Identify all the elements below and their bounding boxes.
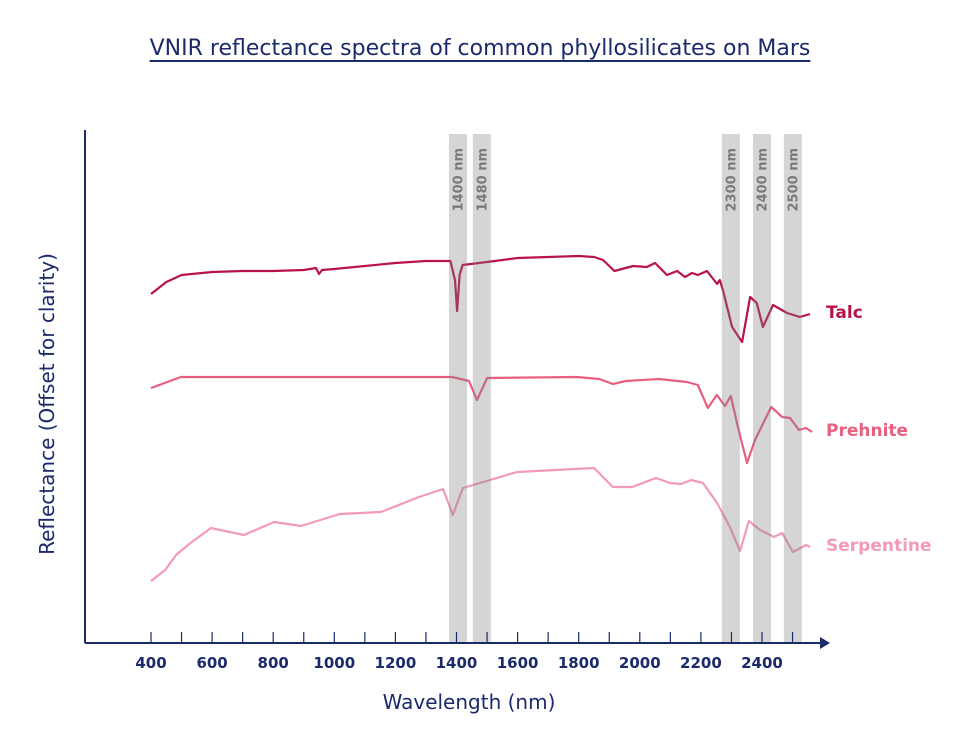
band-label: 2300 nm bbox=[724, 148, 739, 212]
absorption-bands: 1400 nm 1480 nm 2300 nm 2400 nm 2500 nm bbox=[449, 134, 802, 643]
x-tick-label: 400 bbox=[135, 654, 166, 672]
chart-title: VNIR reflectance spectra of common phyll… bbox=[149, 36, 811, 61]
band-label: 2500 nm bbox=[786, 148, 801, 212]
x-axis-label: Wavelength (nm) bbox=[383, 690, 556, 714]
x-tick-label: 1400 bbox=[436, 654, 478, 672]
absorption-band bbox=[449, 134, 468, 643]
absorption-band bbox=[721, 134, 740, 643]
x-tick-label: 600 bbox=[196, 654, 227, 672]
series-labels: Talc Prehnite Serpentine bbox=[826, 303, 932, 556]
band-label: 1480 nm bbox=[475, 148, 490, 212]
axes: 400 600 800 1000 1200 1400 1600 1800 2000 2200 240… bbox=[84, 130, 830, 672]
x-tick-label: 2000 bbox=[619, 654, 661, 672]
series-label-talc: Talc bbox=[826, 303, 863, 323]
x-axis-arrow-icon bbox=[820, 637, 830, 649]
band-label: 2400 nm bbox=[756, 148, 771, 212]
x-tick-label: 800 bbox=[258, 654, 289, 672]
y-axis-label: Reflectance (Offset for clarity) bbox=[35, 253, 59, 555]
x-tick-label: 1000 bbox=[313, 654, 355, 672]
x-tick-label: 1800 bbox=[558, 654, 600, 672]
x-tick-label: 1200 bbox=[375, 654, 417, 672]
absorption-band bbox=[783, 134, 802, 643]
series-label-prehnite: Prehnite bbox=[826, 421, 908, 441]
series-lines bbox=[150, 254, 813, 582]
band-label: 1400 nm bbox=[452, 148, 467, 212]
series-line-serpentine bbox=[150, 466, 811, 582]
absorption-band bbox=[472, 134, 491, 643]
absorption-band bbox=[753, 134, 771, 643]
series-line-talc bbox=[150, 254, 811, 344]
series-line-prehnite bbox=[150, 375, 813, 465]
x-tick-label: 2400 bbox=[741, 654, 783, 672]
series-label-serpentine: Serpentine bbox=[826, 536, 932, 556]
x-tick-label: 2200 bbox=[680, 654, 722, 672]
x-tick-label: 1600 bbox=[497, 654, 539, 672]
